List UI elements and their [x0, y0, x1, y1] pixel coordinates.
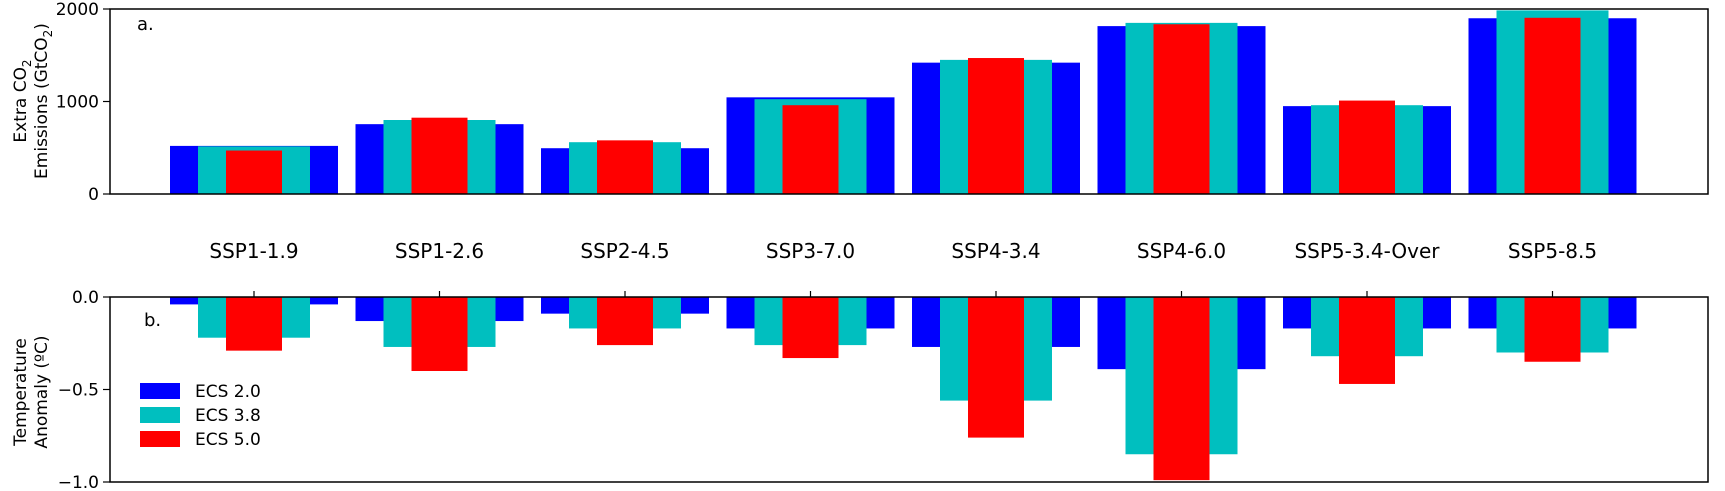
- panel-a-label: a.: [137, 14, 154, 35]
- category-label-SSP2-4.5: SSP2-4.5: [580, 239, 669, 263]
- panel-a-ytick-label: 2000: [56, 0, 99, 20]
- bar-a-SSP2-4.5-ECS-5.0: [597, 140, 653, 194]
- panel-b-frame: [109, 296, 1709, 483]
- panel-a-ylabel-close: ): [32, 23, 52, 30]
- bar-b-SSP2-4.5-ECS-5.0: [597, 297, 653, 346]
- panel-b-y-ticks: 0.0 −0.5 −1.0: [58, 288, 110, 491]
- legend: ECS 2.0 ECS 3.8 ECS 5.0: [140, 382, 261, 450]
- panel-b-ytick-label: −1.0: [58, 473, 99, 491]
- bar-a-SSP5-3.4-Over-ECS-5.0: [1339, 100, 1395, 194]
- panel-b-ytick-label: −0.5: [58, 381, 99, 401]
- bar-a-SSP4-6.0-ECS-5.0: [1153, 24, 1210, 195]
- bar-a-SSP3-7.0-ECS-5.0: [782, 105, 839, 194]
- category-label-SSP5-8.5: SSP5-8.5: [1508, 239, 1597, 263]
- category-label-SSP1-2.6: SSP1-2.6: [395, 239, 484, 263]
- bar-a-SSP1-1.9-ECS-5.0: [226, 150, 282, 194]
- panel-a-ylabel-sub2: 2: [41, 30, 55, 38]
- bar-b-SSP5-8.5-ECS-5.0: [1524, 297, 1581, 362]
- bar-a-SSP5-8.5-ECS-5.0: [1524, 17, 1581, 194]
- bar-b-SSP1-2.6-ECS-5.0: [411, 297, 468, 371]
- panel-b-y-axis-title: Temperature Anomaly (ºC): [11, 335, 52, 448]
- panel-b-x-ticks: [253, 291, 1554, 297]
- legend-swatch-ECS-2.0: [140, 383, 180, 399]
- panel-a-ytick-label: 1000: [56, 93, 99, 113]
- legend-label-ECS-3.8: ECS 3.8: [195, 406, 261, 426]
- panel-b-label: b.: [144, 310, 161, 331]
- category-label-SSP4-3.4: SSP4-3.4: [951, 239, 1040, 263]
- panel-a-bars: [170, 10, 1637, 195]
- panel-a-ylabel-line1: Extra CO: [11, 67, 31, 143]
- panel-b-ylabel-line1: Temperature: [11, 338, 31, 447]
- legend-swatch-ECS-3.8: [140, 407, 180, 423]
- category-labels: SSP1-1.9 SSP1-2.6 SSP2-4.5 SSP3-7.0 SSP4-3.4…: [209, 239, 1597, 263]
- category-label-SSP1-1.9: SSP1-1.9: [209, 239, 298, 263]
- bar-b-SSP4-6.0-ECS-5.0: [1153, 297, 1210, 481]
- panel-a-ylabel-sub1: 2: [20, 59, 34, 67]
- bar-b-SSP4-3.4-ECS-5.0: [968, 297, 1024, 438]
- panel-a-y-axis-title: Extra CO2 Emissions (GtCO2): [11, 23, 55, 179]
- bar-b-SSP3-7.0-ECS-5.0: [782, 297, 839, 359]
- category-label-SSP4-6.0: SSP4-6.0: [1137, 239, 1226, 263]
- legend-swatch-ECS-5.0: [140, 431, 180, 447]
- panel-a-y-ticks: 0 1000 2000: [56, 0, 110, 205]
- panel-a-ylabel-line2: Emissions (GtCO: [32, 37, 52, 179]
- bar-b-SSP1-1.9-ECS-5.0: [226, 297, 282, 351]
- panel-b-ytick-label: 0.0: [72, 288, 99, 308]
- bar-a-SSP4-3.4-ECS-5.0: [968, 58, 1024, 195]
- panel-a-ytick-label: 0: [88, 185, 99, 205]
- panel-a-frame: [109, 8, 1709, 195]
- svg-text:Extra CO2: Extra CO2: [11, 59, 34, 142]
- panel-b-temperature: 0.0−0.5−1.0 b. Temperature Anomaly (ºC) …: [11, 288, 1709, 491]
- legend-label-ECS-5.0: ECS 5.0: [195, 430, 261, 450]
- svg-text:Emissions (GtCO2): Emissions (GtCO2): [32, 23, 55, 179]
- bar-a-SSP1-2.6-ECS-5.0: [411, 117, 468, 194]
- panel-b-bars: [170, 297, 1637, 481]
- panel-b-ylabel-line2: Anomaly (ºC): [32, 335, 52, 448]
- bar-b-SSP5-3.4-Over-ECS-5.0: [1339, 297, 1395, 384]
- category-label-SSP5-3.4-Over: SSP5-3.4-Over: [1294, 239, 1440, 263]
- legend-label-ECS-2.0: ECS 2.0: [195, 382, 261, 402]
- category-label-SSP3-7.0: SSP3-7.0: [766, 239, 855, 263]
